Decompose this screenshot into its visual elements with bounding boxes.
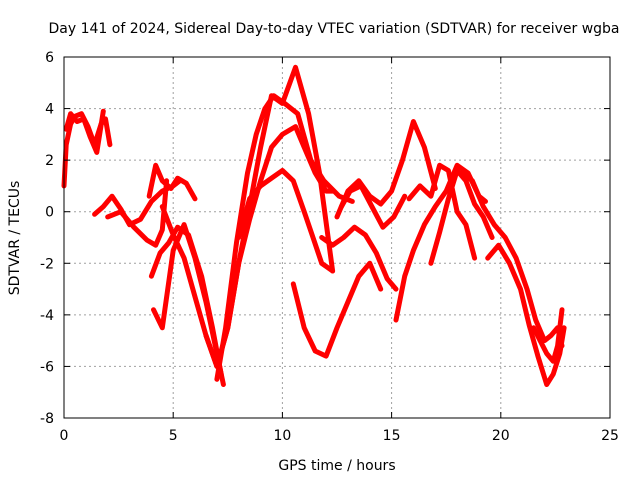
y-axis-label: SDTVAR / TECUs [7,181,23,296]
y-tick-label: 6 [45,50,54,66]
axis-ticks: 0 5 10 15 20 25 -8 -6 -4 -2 0 2 4 6 [40,50,619,444]
series-arc-15 [338,183,408,230]
x-tick-label: 20 [492,428,510,444]
series-arc-5 [146,162,198,202]
y-tick-label: -6 [40,359,54,375]
series-arc-20 [485,242,567,387]
y-tick-label: 2 [45,153,54,169]
x-tick-label: 10 [273,428,291,444]
x-tick-label: 25 [601,428,619,444]
series-arc-12 [290,260,384,359]
data-series [61,64,567,387]
y-tick-label: -2 [40,256,54,272]
y-tick-label: 4 [45,102,54,118]
series-arc-11 [236,168,336,274]
series-arc-10 [214,93,355,382]
series-arc-7 [148,224,224,377]
series-arc-19 [459,170,565,349]
x-tick-label: 5 [169,428,178,444]
series-arc-14 [334,119,438,220]
x-axis-label: GPS time / hours [278,458,395,474]
series-arc-4 [105,178,170,248]
y-tick-label: -8 [40,411,54,427]
plot-frame [63,56,611,419]
series-arc-21 [531,307,565,364]
y-tick-label: -4 [40,308,54,324]
chart-title: Day 141 of 2024, Sidereal Day-to-day VTE… [48,21,619,37]
x-tick-label: 0 [60,428,69,444]
y-tick-label: 0 [45,205,54,221]
x-tick-label: 15 [383,428,401,444]
series-arc-13 [319,224,399,292]
series-arc-17 [406,162,478,261]
series-arc-2 [63,108,106,155]
